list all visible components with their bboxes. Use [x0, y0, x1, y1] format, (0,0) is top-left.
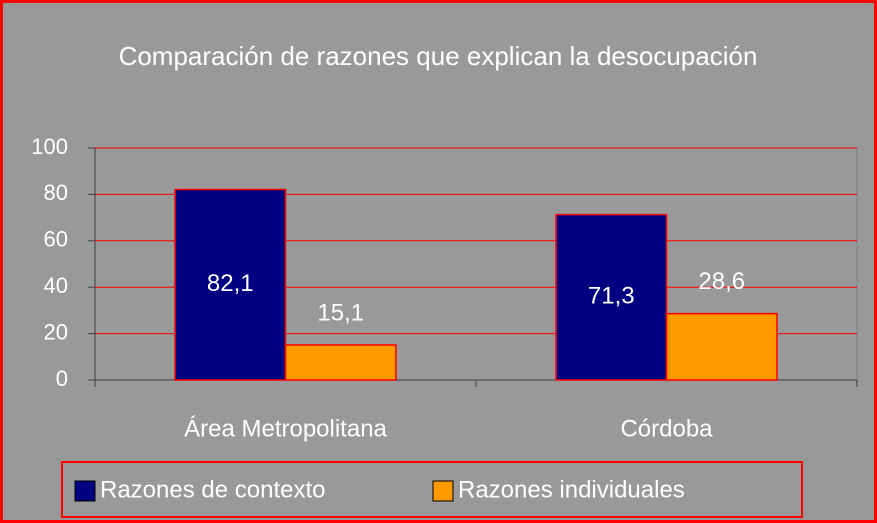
value-label: 71,3 [588, 283, 635, 310]
bar [284, 344, 397, 381]
bar [665, 312, 778, 381]
y-tick-label: 60 [44, 227, 68, 252]
x-tick-label: Área Metropolitana [184, 415, 387, 442]
legend-swatch [432, 480, 454, 502]
bar [555, 213, 668, 381]
bar [174, 188, 287, 381]
value-label: 15,1 [317, 299, 364, 326]
y-tick-label: 40 [44, 273, 68, 298]
legend-label: Razones individuales [458, 476, 685, 503]
value-label: 82,1 [207, 270, 254, 297]
x-tick-label: Córdoba [620, 415, 713, 442]
y-tick-label: 0 [56, 366, 68, 391]
y-tick-label: 80 [44, 180, 68, 205]
legend-label: Razones de contexto [100, 476, 325, 503]
legend-box [61, 461, 803, 518]
value-label: 28,6 [698, 268, 745, 295]
chart-title: Comparación de razones que explican la d… [118, 41, 758, 71]
y-tick-label: 100 [31, 134, 68, 159]
y-tick-label: 20 [44, 319, 68, 344]
legend-swatch [74, 480, 96, 502]
